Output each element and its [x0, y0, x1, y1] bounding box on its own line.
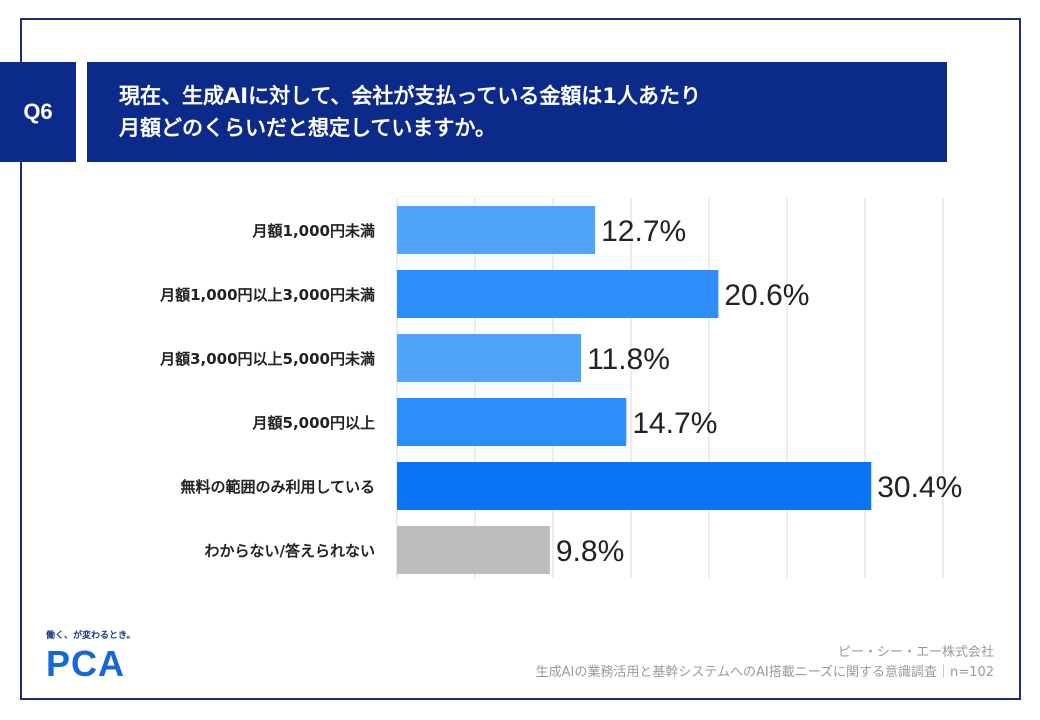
value-label: 12.7%: [601, 215, 686, 248]
credit-block: ピー・シー・エー株式会社 生成AIの業務活用と基幹システムへのAI搭載ニーズに関…: [536, 643, 994, 683]
company-name: ピー・シー・エー株式会社: [837, 645, 994, 660]
bar: [397, 526, 550, 574]
survey-info: 生成AIの業務活用と基幹システムへのAI搭載ニーズに関する意識調査｜n=102: [535, 665, 995, 680]
category-label: 月額1,000円以上3,000円未満: [159, 286, 375, 304]
brand-tagline: 働く、が変わるとき。: [46, 631, 136, 641]
value-label: 9.8%: [556, 535, 624, 568]
category-label: 月額3,000円以上5,000円未満: [159, 350, 375, 368]
category-label: わからない/答えられない: [205, 542, 375, 560]
bar: [397, 206, 596, 254]
value-label: 11.8%: [587, 343, 670, 376]
bar: [397, 398, 627, 446]
value-label: 14.7%: [632, 407, 717, 440]
bar: [397, 462, 872, 510]
question-number-badge: Q6: [0, 62, 76, 162]
category-label: 月額1,000円未満: [252, 222, 375, 240]
bar: [397, 334, 582, 382]
category-label: 無料の範囲のみ利用している: [180, 478, 375, 496]
value-label: 30.4%: [877, 471, 962, 504]
brand-block: 働く、が変わるとき。 PCA: [46, 628, 136, 685]
value-label: 20.6%: [724, 279, 809, 312]
pca-logo: PCA: [46, 643, 126, 684]
category-label: 月額5,000円以上: [252, 414, 375, 432]
bar: [397, 270, 719, 318]
question-title: 現在、生成AIに対して、会社が支払っている金額は1人あたり 月額どのくらいだと想…: [87, 62, 947, 162]
chart-frame: [20, 18, 1021, 700]
